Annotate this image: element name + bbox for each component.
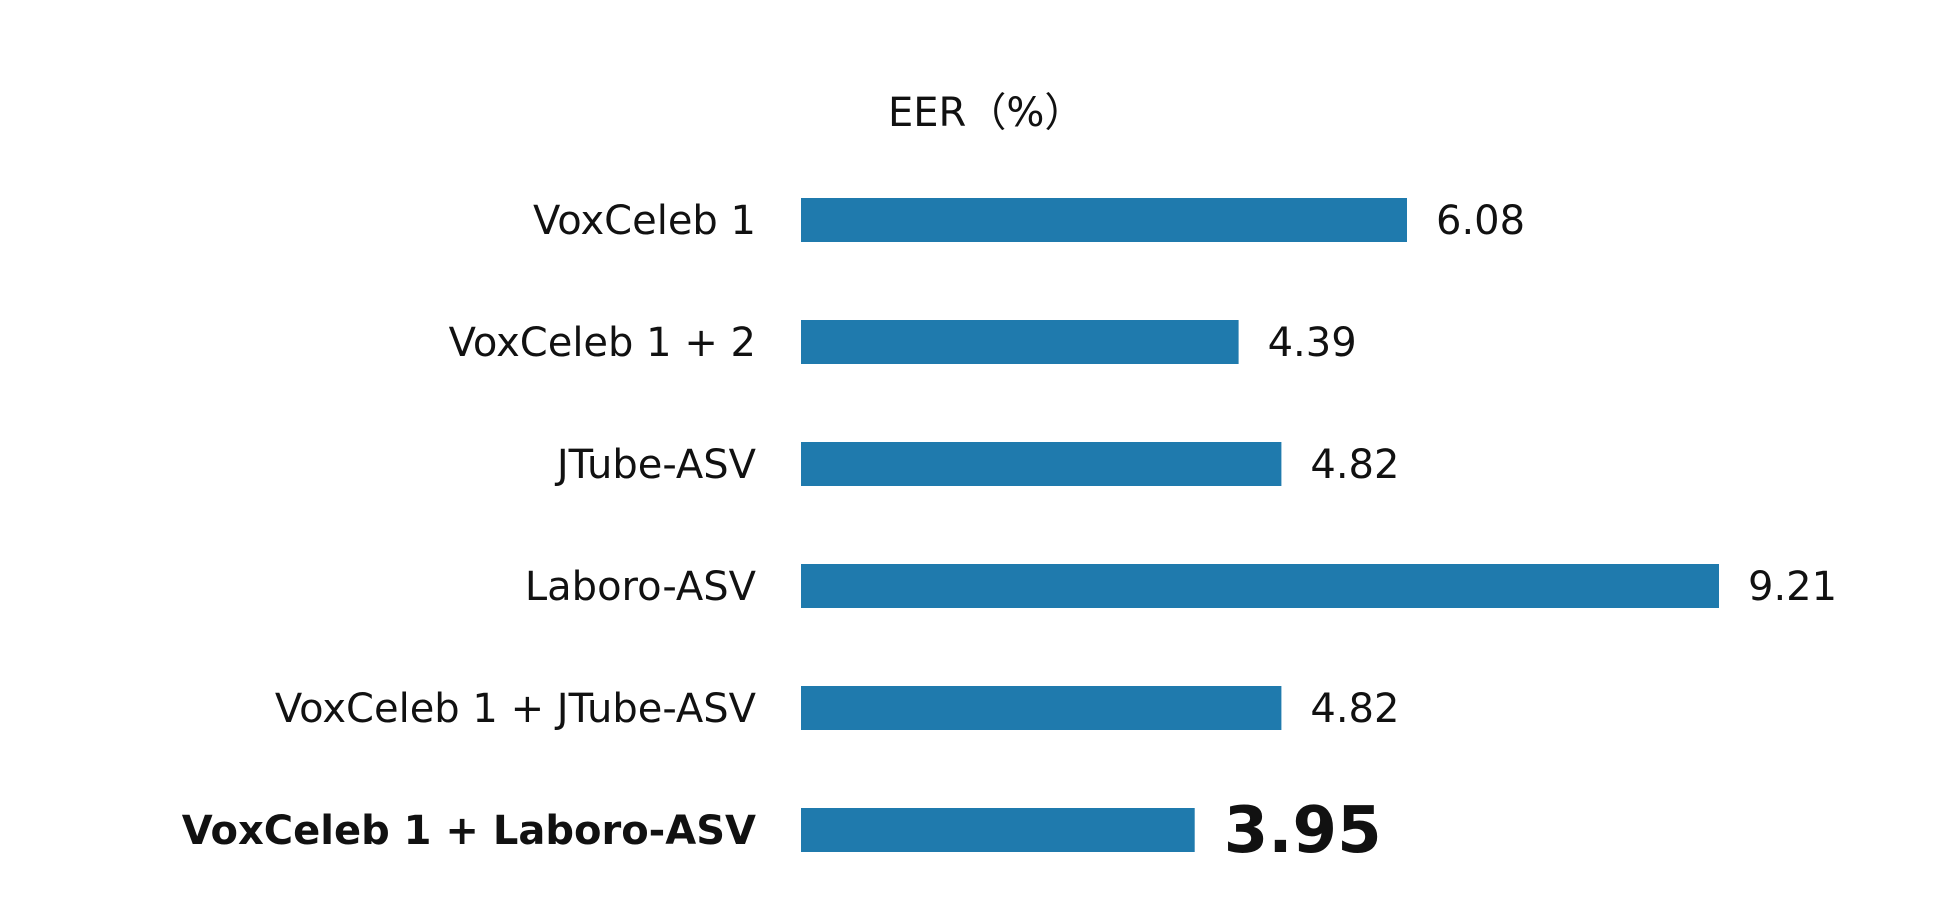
category-label-2: JTube-ASV — [554, 442, 757, 488]
bar-0 — [801, 198, 1407, 242]
category-label-0: VoxCeleb 1 — [533, 198, 756, 244]
bar-5 — [801, 808, 1195, 852]
category-label-1: VoxCeleb 1 + 2 — [449, 320, 756, 366]
value-label-5: 3.95 — [1224, 794, 1382, 868]
bar-4 — [801, 686, 1282, 730]
value-label-4: 4.82 — [1310, 686, 1399, 732]
category-label-5: VoxCeleb 1 + Laboro-ASV — [182, 808, 756, 854]
x-axis-title: EER（%） — [888, 90, 1084, 136]
value-label-1: 4.39 — [1268, 320, 1357, 366]
category-label-4: VoxCeleb 1 + JTube-ASV — [275, 686, 757, 732]
category-label-3: Laboro-ASV — [525, 564, 757, 610]
bar-1 — [801, 320, 1239, 364]
value-label-3: 9.21 — [1748, 564, 1837, 610]
bar-2 — [801, 442, 1282, 486]
value-label-2: 4.82 — [1310, 442, 1399, 488]
bars-layer: VoxCeleb 1 6.08 VoxCeleb 1 + 2 4.39 JTube-AS… — [182, 198, 1837, 868]
value-label-0: 6.08 — [1436, 198, 1525, 244]
bar-3 — [801, 564, 1719, 608]
